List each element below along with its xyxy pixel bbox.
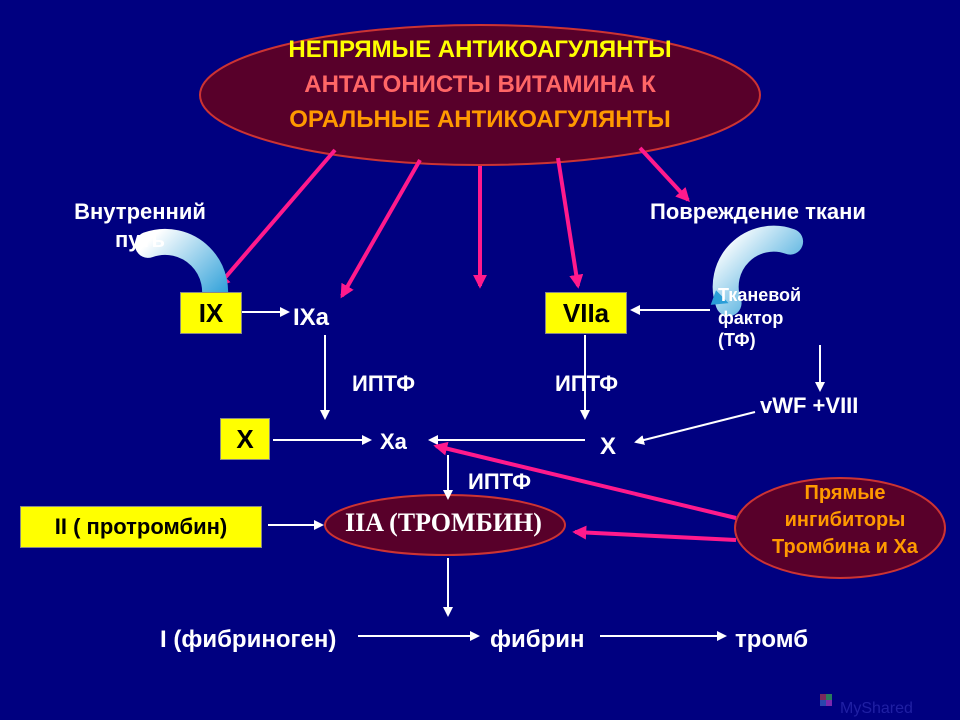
factor-box-viia: VIIa bbox=[545, 292, 627, 334]
factor-box-ix: IX bbox=[180, 292, 242, 334]
label-xa: Xa bbox=[380, 428, 407, 456]
inhibitor-ellipse: ПрямыеингибиторыТромбина и Ха bbox=[745, 480, 945, 561]
thrombin-label: IIA (ТРОМБИН) bbox=[345, 508, 542, 538]
label-fibrin: фибрин bbox=[490, 625, 585, 655]
label-iptf-3: ИПТФ bbox=[468, 468, 531, 496]
factor-box-ii: II ( протромбин) bbox=[20, 506, 262, 548]
label-extrinsic: Повреждение ткани bbox=[650, 198, 866, 226]
label-iptf-2: ИПТФ bbox=[555, 370, 618, 398]
factor-box-x: X bbox=[220, 418, 270, 460]
label-ixa: IXa bbox=[293, 303, 329, 333]
watermark: MyShared bbox=[840, 700, 913, 718]
label-iptf-1: ИПТФ bbox=[352, 370, 415, 398]
label-x-right: X bbox=[600, 432, 616, 462]
label-thromb: тромб bbox=[735, 625, 808, 655]
label-fibrinogen: I (фибриноген) bbox=[160, 625, 336, 655]
label-tissue-factor: Тканевойфактор(ТФ) bbox=[718, 284, 801, 352]
diagram-stage: НЕПРЯМЫЕ АНТИКОАГУЛЯНТЫАНТАГОНИСТЫ ВИТАМ… bbox=[0, 0, 960, 720]
label-intrinsic: Внутреннийпуть bbox=[55, 198, 225, 253]
label-vwf: vWF +VIII bbox=[760, 392, 858, 420]
header-ellipse: НЕПРЯМЫЕ АНТИКОАГУЛЯНТЫАНТАГОНИСТЫ ВИТАМ… bbox=[200, 33, 760, 137]
